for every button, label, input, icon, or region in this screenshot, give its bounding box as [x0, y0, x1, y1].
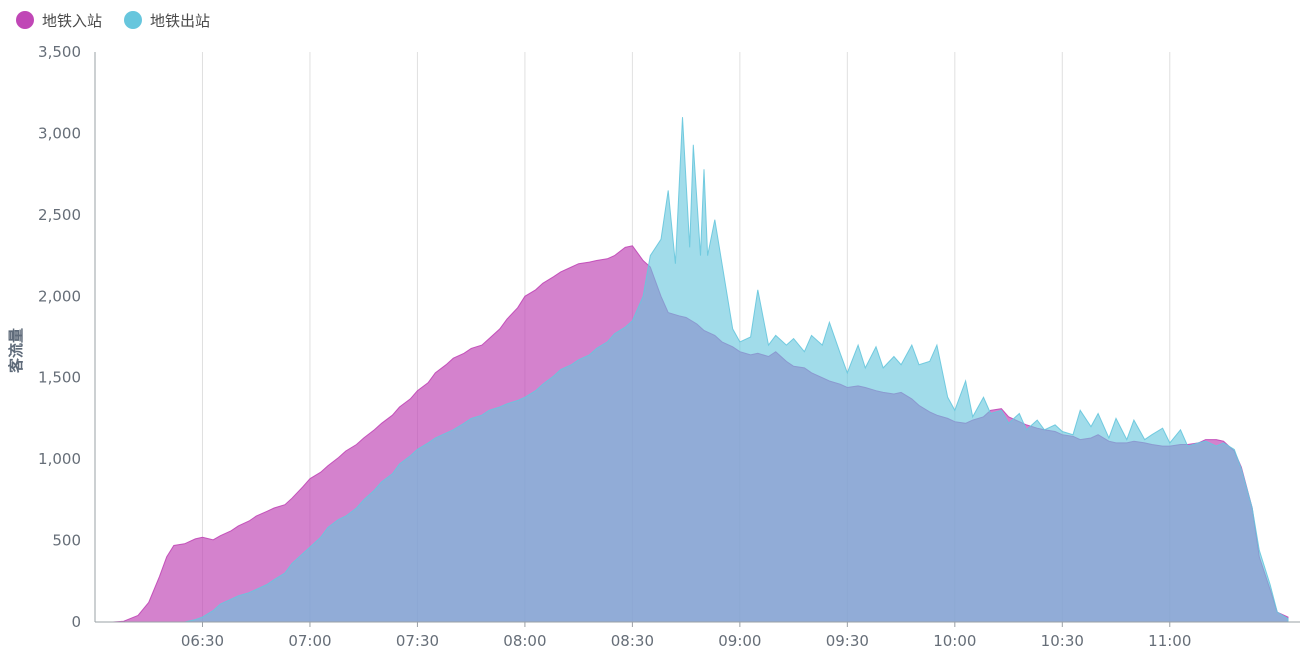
x-tick-label: 07:00: [288, 632, 331, 650]
axes: [94, 52, 1300, 627]
x-tick-label: 07:30: [396, 632, 439, 650]
y-tick-label: 2,000: [38, 287, 81, 305]
x-tick-label: 08:30: [611, 632, 654, 650]
x-tick-label: 08:00: [503, 632, 546, 650]
x-tick-label: 11:00: [1148, 632, 1191, 650]
legend-item-in[interactable]: 地铁入站: [16, 10, 102, 31]
y-tick-label: 3,500: [38, 43, 81, 61]
legend-item-out[interactable]: 地铁出站: [124, 10, 210, 31]
x-tick-label: 10:00: [933, 632, 976, 650]
x-tick-label: 09:30: [826, 632, 869, 650]
legend-dot-in: [16, 11, 34, 29]
x-tick-label: 10:30: [1041, 632, 1084, 650]
y-tick-label: 2,500: [38, 206, 81, 224]
x-tick-label: 06:30: [181, 632, 224, 650]
legend-label-out: 地铁出站: [150, 11, 211, 30]
tick-labels: 06:30 07:00 07:30 08:00 08:30 09:00 09:30 10:00…: [38, 43, 1191, 650]
legend-dot-out: [124, 11, 143, 29]
y-tick-label: 500: [52, 532, 81, 550]
y-tick-label: 1,000: [38, 450, 81, 468]
series-areas: [95, 117, 1289, 623]
y-tick-label: 0: [71, 613, 81, 631]
y-tick-label: 1,500: [38, 369, 81, 387]
x-tick-label: 09:00: [718, 632, 761, 650]
y-tick-label: 3,000: [38, 124, 81, 142]
series-area-out: [95, 117, 1289, 623]
legend-label-in: 地铁入站: [42, 11, 103, 30]
chart-legend: 地铁入站 地铁出站: [16, 8, 210, 32]
